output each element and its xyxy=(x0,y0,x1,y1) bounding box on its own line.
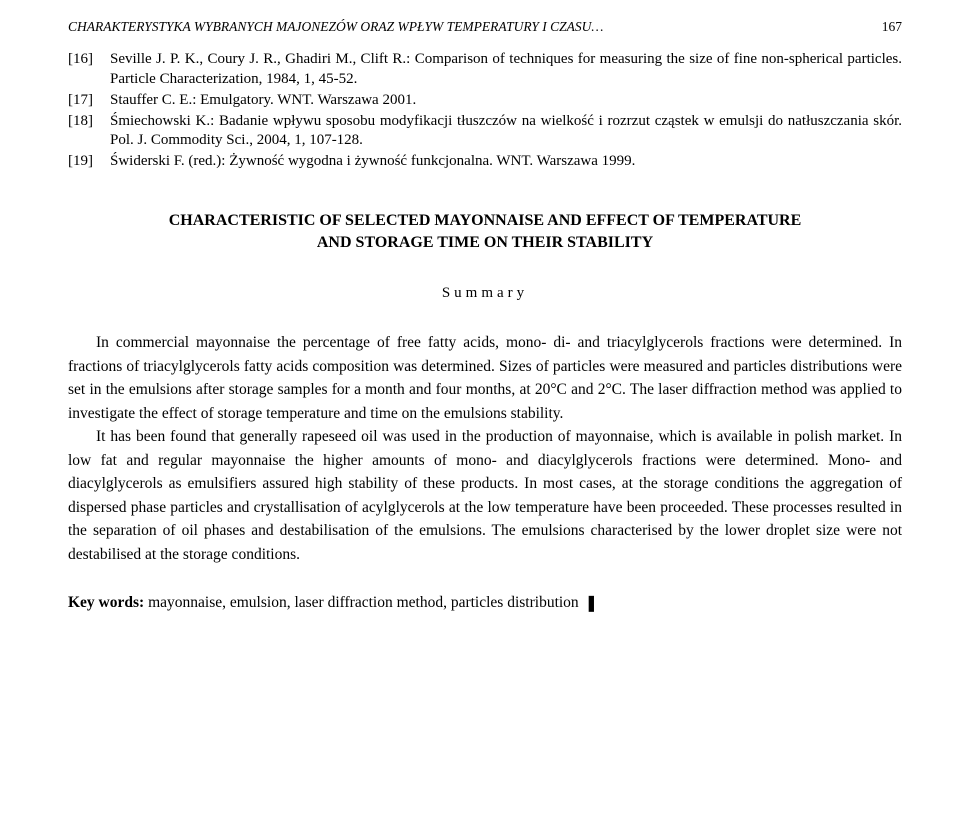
reference-number: [17] xyxy=(68,91,110,111)
keywords-line: Key words: mayonnaise, emulsion, laser d… xyxy=(68,593,902,615)
keywords-text: mayonnaise, emulsion, laser diffraction … xyxy=(144,594,578,611)
reference-text: Śmiechowski K.: Badanie wpływu sposobu m… xyxy=(110,112,902,152)
summary-label: Summary xyxy=(68,283,902,303)
reference-number: [18] xyxy=(68,112,110,152)
section-title-line: AND STORAGE TIME ON THEIR STABILITY xyxy=(68,232,902,254)
reference-item: [18] Śmiechowski K.: Badanie wpływu spos… xyxy=(68,112,902,152)
page-number: 167 xyxy=(882,18,902,36)
keywords-label: Key words: xyxy=(68,594,144,611)
reference-number: [16] xyxy=(68,50,110,90)
reference-number: [19] xyxy=(68,152,110,172)
running-header: CHARAKTERYSTYKA WYBRANYCH MAJONEZÓW ORAZ… xyxy=(68,18,902,36)
reference-item: [16] Seville J. P. K., Coury J. R., Ghad… xyxy=(68,50,902,90)
reference-text: Świderski F. (red.): Żywność wygodna i ż… xyxy=(110,152,902,172)
reference-text: Stauffer C. E.: Emulgatory. WNT. Warszaw… xyxy=(110,91,902,111)
section-title: CHARACTERISTIC OF SELECTED MAYONNAISE AN… xyxy=(68,210,902,255)
reference-item: [19] Świderski F. (red.): Żywność wygodn… xyxy=(68,152,902,172)
running-title: CHARAKTERYSTYKA WYBRANYCH MAJONEZÓW ORAZ… xyxy=(68,18,603,36)
summary-paragraph: It has been found that generally rapesee… xyxy=(68,425,902,566)
summary-paragraph: In commercial mayonnaise the percentage … xyxy=(68,331,902,425)
reference-text: Seville J. P. K., Coury J. R., Ghadiri M… xyxy=(110,50,902,90)
reference-item: [17] Stauffer C. E.: Emulgatory. WNT. Wa… xyxy=(68,91,902,111)
section-title-line: CHARACTERISTIC OF SELECTED MAYONNAISE AN… xyxy=(68,210,902,232)
reference-list: [16] Seville J. P. K., Coury J. R., Ghad… xyxy=(68,50,902,172)
end-glyph-icon: ❚ xyxy=(585,593,598,615)
